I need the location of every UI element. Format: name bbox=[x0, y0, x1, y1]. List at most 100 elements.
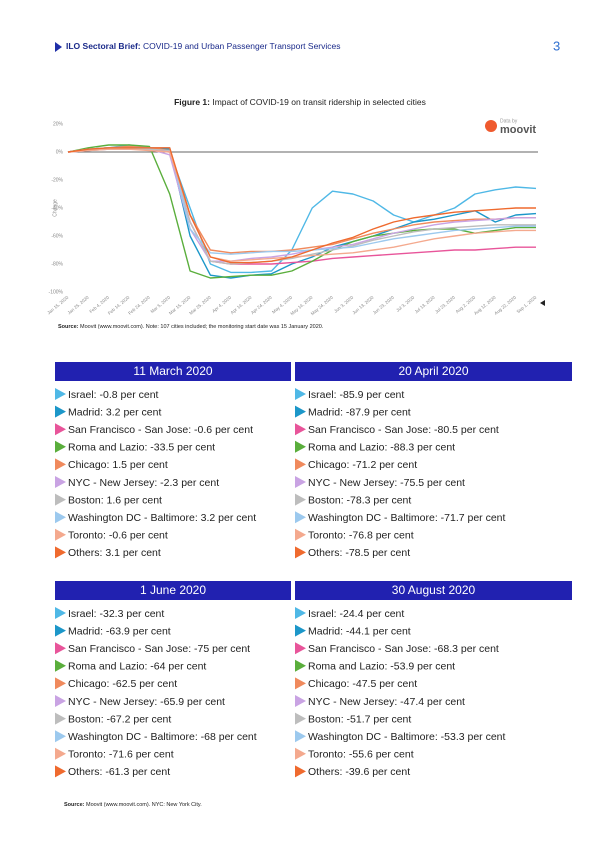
item-icon bbox=[295, 546, 306, 559]
panel-item: NYC - New Jersey: -47.4 per cent bbox=[308, 696, 465, 708]
y-tick-label: -40% bbox=[51, 205, 63, 211]
header-title: COVID-19 and Urban Passenger Transport S… bbox=[143, 41, 340, 51]
panel-item: NYC - New Jersey: -75.5 per cent bbox=[308, 477, 465, 489]
panel-item: Roma and Lazio: -88.3 per cent bbox=[308, 442, 455, 454]
panel-item: Madrid: -63.9 per cent bbox=[68, 625, 171, 637]
y-tick-label: 20% bbox=[53, 121, 64, 127]
panel-item: Washington DC - Baltimore: -71.7 per cen… bbox=[308, 512, 506, 524]
item-icon bbox=[295, 607, 306, 619]
item-icon bbox=[295, 712, 306, 725]
footer-source-text: Moovit (www.moovit.com). NYC: New York C… bbox=[86, 802, 202, 808]
panel-item: Chicago: -71.2 per cent bbox=[308, 459, 417, 471]
panel-title: 1 June 2020 bbox=[140, 583, 206, 597]
item-icon bbox=[295, 493, 306, 506]
item-icon bbox=[295, 476, 306, 488]
figure-source-text: Moovit (www.moovit.com). Note: 107 citie… bbox=[80, 324, 324, 330]
item-icon bbox=[295, 388, 306, 400]
item-icon bbox=[295, 677, 306, 690]
header-label: ILO Sectoral Brief: bbox=[66, 41, 141, 51]
panel-item: Chicago: -47.5 per cent bbox=[308, 678, 417, 690]
caption-text: Impact of COVID-19 on transit ridership … bbox=[212, 97, 426, 107]
panel-title: 30 August 2020 bbox=[392, 583, 476, 597]
panel-item: San Francisco - San Jose: -80.5 per cent bbox=[308, 424, 499, 436]
item-icon bbox=[55, 511, 66, 524]
item-icon bbox=[55, 493, 66, 506]
panel-item: Roma and Lazio: -64 per cent bbox=[68, 661, 206, 673]
item-icon bbox=[295, 458, 306, 471]
panel-item: NYC - New Jersey: -2.3 per cent bbox=[68, 477, 219, 489]
panel-header bbox=[295, 362, 572, 381]
scroll-arrow bbox=[540, 300, 545, 306]
item-icon bbox=[295, 695, 306, 707]
item-icon bbox=[295, 659, 306, 672]
figure-caption: Figure 1: Impact of COVID-19 on transit … bbox=[174, 97, 426, 107]
panel-header bbox=[55, 581, 291, 600]
panel-item: Others: 3.1 per cent bbox=[68, 547, 161, 559]
item-icon bbox=[55, 458, 66, 471]
item-icon bbox=[295, 730, 306, 743]
y-tick-label: -80% bbox=[51, 261, 63, 267]
panel-item: Others: -39.6 per cent bbox=[308, 766, 410, 778]
item-icon bbox=[55, 642, 66, 655]
item-icon bbox=[55, 695, 66, 707]
caption-label: Figure 1: bbox=[174, 97, 210, 107]
item-icon bbox=[295, 528, 306, 541]
panel-item: Chicago: -62.5 per cent bbox=[68, 678, 177, 690]
item-icon bbox=[295, 511, 306, 524]
figure-source: Source: Moovit (www.moovit.com). Note: 1… bbox=[58, 324, 324, 330]
panel-item: NYC - New Jersey: -65.9 per cent bbox=[68, 696, 225, 708]
item-icon bbox=[55, 765, 66, 778]
item-icon bbox=[55, 677, 66, 690]
item-icon bbox=[295, 405, 306, 418]
item-icon bbox=[295, 440, 306, 453]
panel-item: San Francisco - San Jose: -68.3 per cent bbox=[308, 643, 499, 655]
y-tick-label: -20% bbox=[51, 177, 63, 183]
item-icon bbox=[55, 476, 66, 488]
item-icon bbox=[55, 607, 66, 619]
panel-item: Madrid: 3.2 per cent bbox=[68, 406, 161, 418]
item-icon bbox=[295, 765, 306, 778]
logo-small: Data by bbox=[500, 118, 518, 124]
series-line bbox=[67, 147, 536, 264]
panel-item: Boston: -51.7 per cent bbox=[308, 713, 411, 725]
item-icon bbox=[55, 440, 66, 453]
item-icon bbox=[55, 624, 66, 637]
footer-source: Source: Moovit (www.moovit.com). NYC: Ne… bbox=[64, 802, 202, 808]
item-icon bbox=[55, 747, 66, 760]
item-icon bbox=[55, 546, 66, 559]
item-icon bbox=[295, 642, 306, 655]
panel-item: Boston: 1.6 per cent bbox=[68, 494, 162, 506]
panel-item: Israel: -85.9 per cent bbox=[308, 389, 404, 401]
header: ILO Sectoral Brief: COVID-19 and Urban P… bbox=[66, 41, 341, 51]
panel-item: Toronto: -76.8 per cent bbox=[308, 530, 414, 542]
page-number: 3 bbox=[553, 38, 560, 53]
panel-title: 11 March 2020 bbox=[133, 364, 212, 378]
item-icon bbox=[55, 423, 66, 436]
panel-header bbox=[55, 362, 291, 381]
panel-item: San Francisco - San Jose: -0.6 per cent bbox=[68, 424, 253, 436]
panel-item: Madrid: -44.1 per cent bbox=[308, 625, 411, 637]
panel-item: Chicago: 1.5 per cent bbox=[68, 459, 168, 471]
panel-title: 20 April 2020 bbox=[398, 364, 468, 378]
series-line bbox=[67, 148, 536, 262]
panel-item: Israel: -24.4 per cent bbox=[308, 608, 404, 620]
y-tick-label: -60% bbox=[51, 233, 63, 239]
panel-item: Israel: -0.8 per cent bbox=[68, 389, 159, 401]
panel-item: Toronto: -0.6 per cent bbox=[68, 530, 168, 542]
header-bullet bbox=[55, 42, 62, 52]
panel-item: Boston: -67.2 per cent bbox=[68, 713, 171, 725]
panel-item: Washington DC - Baltimore: -53.3 per cen… bbox=[308, 731, 506, 743]
panel-header bbox=[295, 581, 572, 600]
panel-item: Israel: -32.3 per cent bbox=[68, 608, 164, 620]
panel-item: San Francisco - San Jose: -75 per cent bbox=[68, 643, 250, 655]
y-axis-label: Change bbox=[52, 199, 58, 217]
panel-item: Washington DC - Baltimore: -68 per cent bbox=[68, 731, 257, 743]
panel-item: Toronto: -71.6 per cent bbox=[68, 749, 174, 761]
panel-item: Others: -78.5 per cent bbox=[308, 547, 410, 559]
panel-item: Roma and Lazio: -33.5 per cent bbox=[68, 442, 215, 454]
item-icon bbox=[55, 659, 66, 672]
y-tick-label: -100% bbox=[49, 289, 64, 295]
item-icon bbox=[55, 528, 66, 541]
